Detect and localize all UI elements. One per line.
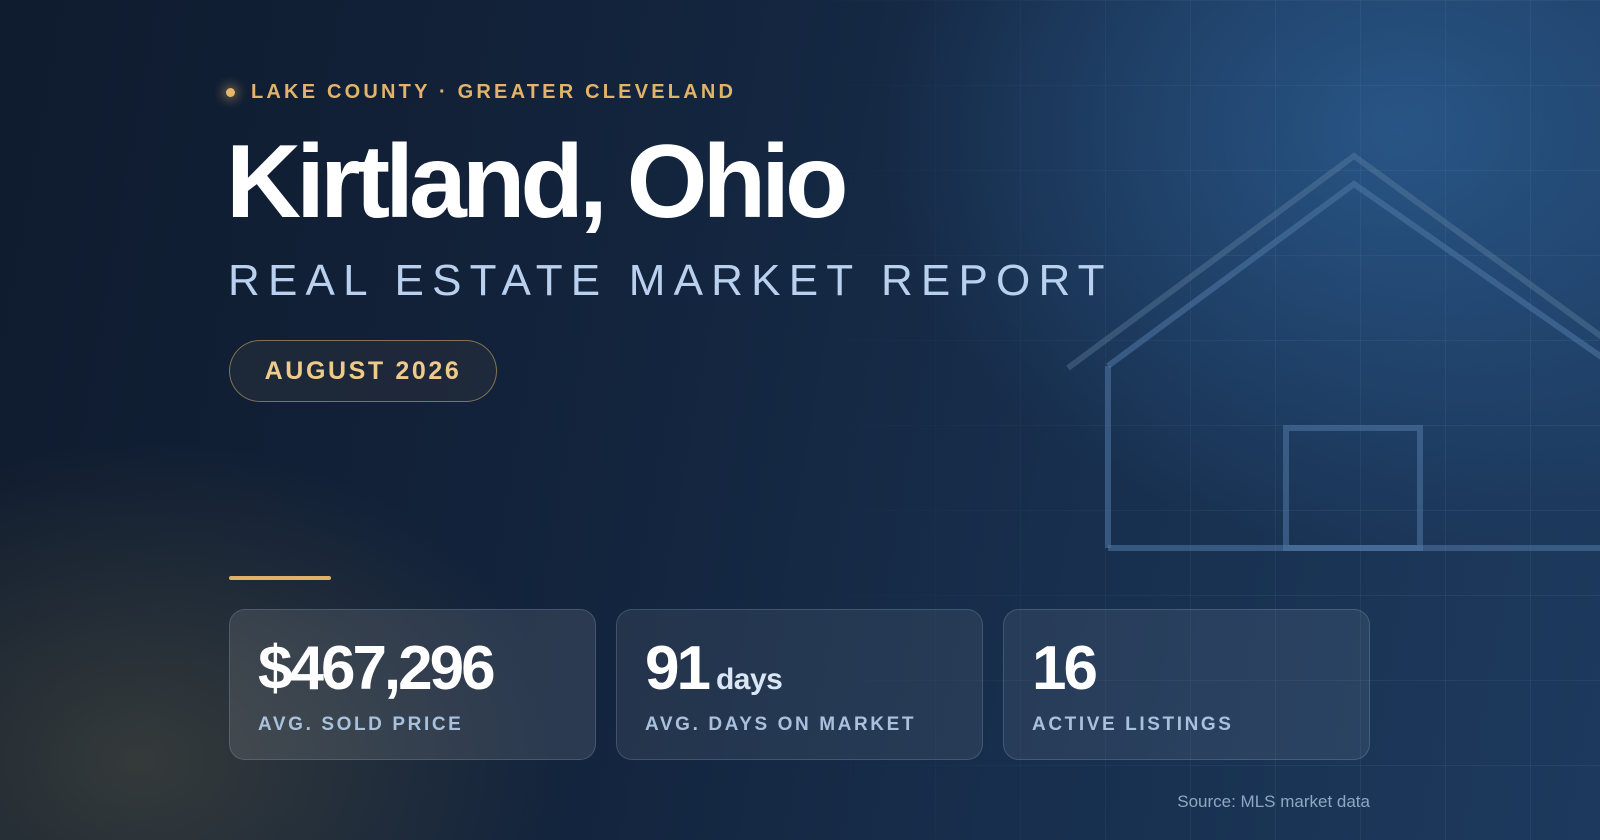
stats-row: $467,296 AVG. SOLD PRICE 91 days AVG. DA…	[229, 609, 1370, 760]
stat-card-avg-days-on-market: 91 days AVG. DAYS ON MARKET	[616, 609, 983, 760]
stat-label: ACTIVE LISTINGS	[1032, 714, 1234, 735]
stat-card-avg-sold-price: $467,296 AVG. SOLD PRICE	[229, 609, 596, 760]
stat-label: AVG. DAYS ON MARKET	[645, 714, 917, 735]
period-badge: AUGUST 2026	[229, 340, 497, 402]
stat-value: 91	[645, 634, 711, 703]
stat-card-active-listings: 16 ACTIVE LISTINGS	[1003, 609, 1370, 760]
location-label: LAKE COUNTY · GREATER CLEVELAND	[251, 80, 737, 103]
page-title: Kirtland, Ohio	[226, 124, 849, 240]
stat-value: 16	[1032, 634, 1098, 703]
source-note: Source: MLS market data	[1177, 792, 1370, 811]
stat-label: AVG. SOLD PRICE	[258, 714, 464, 735]
location-eyebrow: LAKE COUNTY · GREATER CLEVELAND	[226, 80, 736, 104]
accent-divider	[229, 576, 331, 580]
stat-unit: days	[715, 663, 783, 696]
house-outline-icon	[1066, 152, 1600, 551]
period-badge-label: AUGUST 2026	[264, 356, 462, 385]
report-subtitle: REAL ESTATE MARKET REPORT	[228, 256, 1113, 305]
dot-icon	[226, 87, 235, 97]
stat-value: $467,296	[258, 634, 496, 703]
